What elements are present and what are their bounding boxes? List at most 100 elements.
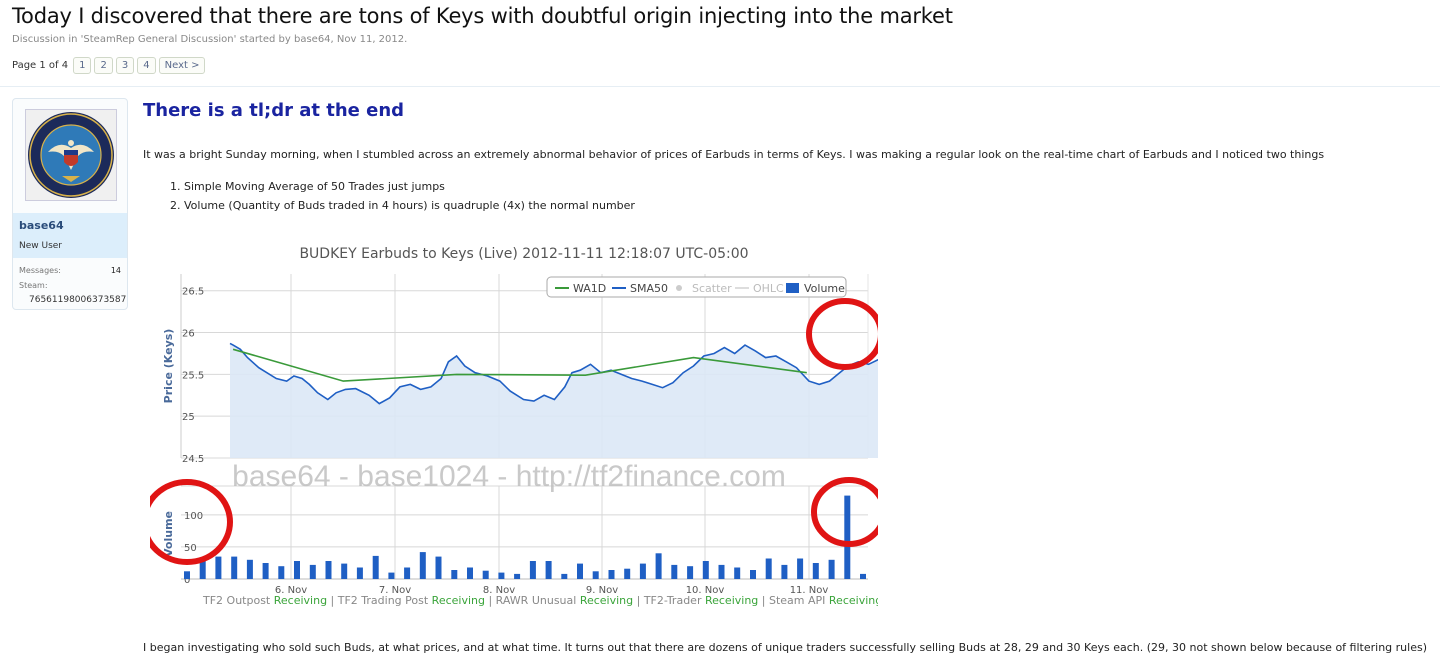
volume-bar (215, 556, 222, 579)
x-axis-label: 11. Nov (790, 585, 829, 596)
volume-bar (404, 567, 411, 579)
volume-axis-title: Volume (162, 511, 175, 557)
price-tick-label: 26.5 (182, 287, 204, 298)
messages-value: 14 (110, 266, 121, 275)
volume-bar (592, 571, 599, 579)
source-name: | TF2-Trader (633, 594, 705, 607)
volume-tick-label: 0 (184, 575, 190, 586)
legend-label: OHLC (753, 282, 784, 295)
volume-bar (718, 564, 725, 579)
source-status: Receiving (829, 594, 878, 607)
wa1d-line (232, 348, 807, 382)
page-count-label: Page 1 of 4 (12, 60, 69, 71)
source-status: Receiving (274, 594, 327, 607)
page-link-1[interactable]: 1 (73, 57, 92, 74)
volume-bar (687, 566, 694, 579)
volume-bar (529, 561, 536, 579)
page-link-4[interactable]: 4 (137, 57, 156, 74)
volume-bar (451, 570, 458, 579)
legend-label: Scatter (692, 282, 732, 295)
volume-bar (655, 553, 662, 579)
username-link[interactable]: base64 (19, 219, 64, 232)
post-heading: There is a tl;dr at the end (143, 100, 405, 121)
legend-swatch (786, 283, 799, 293)
legend-label: Volume (804, 282, 845, 295)
volume-bar (812, 563, 819, 579)
data-sources-line: TF2 Outpost Receiving | TF2 Trading Post… (202, 594, 878, 607)
legend-box (546, 276, 847, 298)
sma50-area (230, 343, 878, 458)
user-title: New User (19, 241, 63, 251)
volume-bar (844, 495, 851, 579)
thread-meta: Discussion in 'SteamRep General Discussi… (12, 34, 408, 45)
post-paragraph-2: I began investigating who sold such Buds… (143, 641, 1427, 654)
volume-bar (498, 572, 505, 579)
volume-bar (309, 564, 316, 579)
volume-bar (278, 566, 285, 579)
volume-bar (435, 556, 442, 579)
steam-label: Steam: (19, 281, 48, 290)
list-item: 2. Volume (Quantity of Buds traded in 4 … (170, 199, 635, 212)
avatar[interactable] (25, 109, 117, 201)
volume-bar (561, 573, 568, 579)
volume-bar (419, 552, 426, 579)
post-paragraph-1: It was a bright Sunday morning, when I s… (143, 148, 1325, 161)
price-tick-label: 24.5 (182, 454, 204, 465)
volume-bar (608, 570, 615, 579)
price-tick-label: 26 (182, 329, 195, 340)
user-info-block: base64 New User (13, 213, 127, 258)
chart-legend: WA1D SMA50 Scatter OHLC Volume (546, 276, 847, 298)
volume-bar (860, 573, 866, 579)
legend-swatch (676, 285, 682, 291)
price-chart-image: BUDKEY Earbuds to Keys (Live) 2012-11-11… (150, 234, 878, 608)
volume-bar (671, 564, 678, 579)
source-name: | TF2 Trading Post (327, 594, 432, 607)
volume-bar (325, 561, 332, 579)
source-name: | RAWR Unusual (485, 594, 580, 607)
source-status: Receiving (432, 594, 485, 607)
x-axis-label: 7. Nov (379, 585, 411, 596)
red-highlight-circle (811, 477, 878, 547)
volume-bar (246, 559, 253, 579)
volume-bar (577, 563, 583, 579)
volume-bar (765, 558, 772, 579)
x-axis-label: 10. Nov (686, 585, 725, 596)
thread-title: Today I discovered that there are tons o… (12, 4, 953, 28)
source-name: | Steam API (758, 594, 829, 607)
volume-bar (372, 555, 379, 579)
volume-bar (356, 567, 363, 579)
user-panel: base64 New User Messages: 14 Steam: 7656… (12, 98, 128, 310)
list-item: 1. Simple Moving Average of 50 Trades ju… (170, 180, 445, 193)
x-axis-label: 6. Nov (275, 585, 307, 596)
volume-bar (262, 563, 269, 579)
source-name: TF2 Outpost (202, 594, 274, 607)
dod-seal-icon (26, 110, 116, 200)
red-highlight-circle (150, 479, 233, 565)
volume-tick-label: 50 (184, 543, 197, 554)
volume-bar (231, 556, 238, 579)
page-link-3[interactable]: 3 (115, 57, 135, 74)
price-tick-label: 25.5 (182, 370, 204, 381)
chart-watermark: base64 - base1024 - http://tf2finance.co… (232, 460, 786, 493)
steam-id-value: 76561198006373587 (29, 295, 127, 305)
x-axis-label: 9. Nov (586, 585, 618, 596)
volume-bar (199, 559, 206, 579)
page-link-2[interactable]: 2 (94, 57, 113, 74)
header-divider (0, 86, 1440, 87)
source-status: Receiving (580, 594, 633, 607)
page-navigation: Page 1 of 4 1 2 3 4 Next > (12, 57, 206, 74)
sma50-line (229, 342, 878, 405)
volume-bar (624, 568, 631, 579)
chart-title: BUDKEY Earbuds to Keys (Live) 2012-11-11… (299, 246, 748, 262)
volume-bar (734, 567, 741, 579)
messages-label: Messages: (19, 266, 61, 275)
source-status: Receiving (705, 594, 758, 607)
red-highlight-circle (806, 298, 878, 370)
price-chart: BUDKEY Earbuds to Keys (Live) 2012-11-11… (150, 234, 878, 608)
volume-tick-label: 100 (184, 511, 203, 522)
volume-bar (514, 573, 521, 579)
legend-label: SMA50 (630, 282, 668, 295)
volume-bar (294, 561, 300, 579)
volume-bar (341, 563, 348, 579)
next-page-button[interactable]: Next > (158, 57, 206, 74)
